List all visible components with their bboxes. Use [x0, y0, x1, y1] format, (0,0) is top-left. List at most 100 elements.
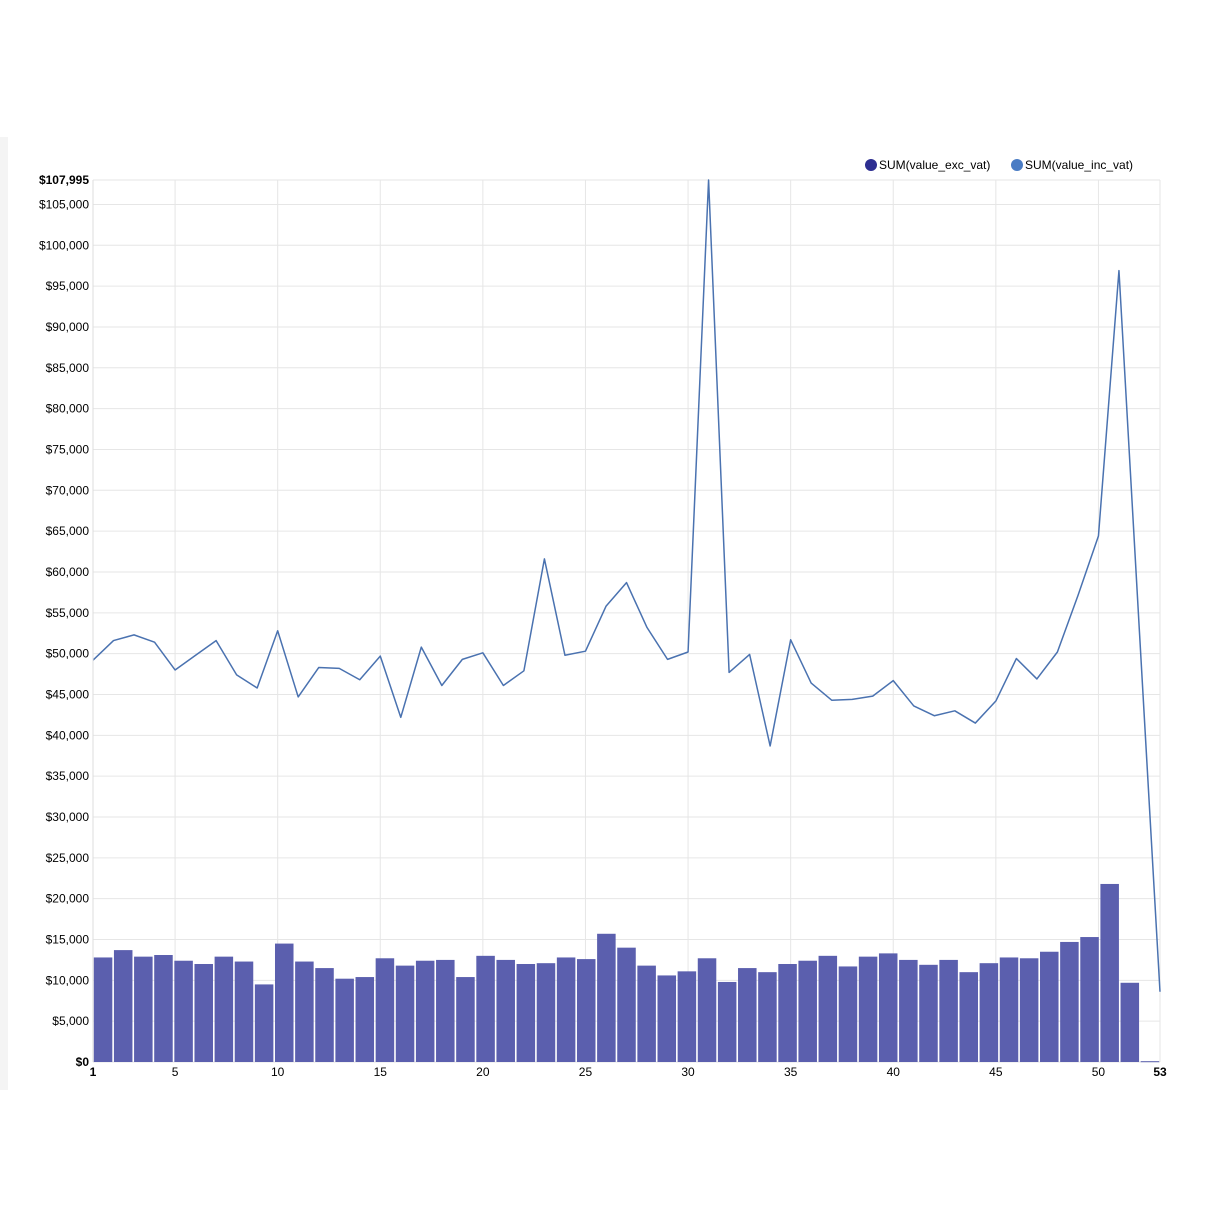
bar[interactable] [1140, 1061, 1160, 1063]
series-line[interactable] [92, 179, 1161, 992]
legend-label[interactable]: SUM(value_exc_vat) [879, 158, 990, 172]
line-point[interactable] [871, 694, 875, 698]
line-point[interactable] [501, 683, 505, 687]
bar[interactable] [717, 981, 737, 1062]
bar[interactable] [838, 966, 858, 1062]
line-point[interactable] [973, 721, 977, 725]
bar[interactable] [617, 947, 636, 1062]
line-point[interactable] [481, 651, 485, 655]
line-point[interactable] [214, 639, 218, 643]
legend-item-inc-vat[interactable]: SUM(value_inc_vat) [1011, 158, 1133, 172]
line-point[interactable] [830, 698, 834, 702]
bar[interactable] [536, 963, 556, 1062]
bar[interactable] [597, 933, 616, 1062]
line-point[interactable] [1076, 594, 1080, 598]
bar[interactable] [919, 964, 938, 1062]
line-point[interactable] [358, 678, 362, 682]
line-point[interactable] [153, 640, 157, 644]
bar[interactable] [113, 950, 133, 1062]
bar[interactable] [778, 963, 797, 1062]
bar[interactable] [1060, 941, 1079, 1062]
bar[interactable] [496, 959, 515, 1062]
bar[interactable] [476, 955, 495, 1062]
line-point[interactable] [583, 649, 587, 653]
bar[interactable] [295, 961, 314, 1062]
line-point[interactable] [1117, 269, 1121, 273]
line-point[interactable] [399, 715, 403, 719]
line-point[interactable] [850, 697, 854, 701]
bar[interactable] [1120, 982, 1140, 1062]
bar[interactable] [858, 956, 878, 1062]
line-point[interactable] [666, 657, 670, 661]
line-point[interactable] [522, 669, 526, 673]
bar[interactable] [1040, 951, 1059, 1062]
bar[interactable] [878, 953, 898, 1062]
bar[interactable] [939, 959, 958, 1062]
bar[interactable] [335, 978, 354, 1062]
line-point[interactable] [809, 681, 813, 685]
bar[interactable] [93, 957, 113, 1062]
bar[interactable] [657, 975, 677, 1062]
legend-label[interactable]: SUM(value_inc_vat) [1025, 158, 1133, 172]
bar[interactable] [395, 965, 415, 1062]
bar[interactable] [1019, 958, 1039, 1062]
legend-marker[interactable] [1011, 159, 1023, 171]
line-point[interactable] [563, 653, 567, 657]
legend[interactable]: SUM(value_exc_vat) SUM(value_inc_vat) [865, 158, 1133, 172]
line-point[interactable] [1137, 630, 1141, 634]
line-point[interactable] [112, 639, 116, 643]
bar[interactable] [415, 960, 435, 1062]
line-point[interactable] [1035, 677, 1039, 681]
line-point[interactable] [686, 650, 690, 654]
bar[interactable] [174, 960, 193, 1062]
bar[interactable] [315, 968, 334, 1062]
line-point[interactable] [707, 178, 711, 182]
line-point[interactable] [1055, 650, 1059, 654]
line-point[interactable] [891, 679, 895, 683]
bar[interactable] [254, 984, 274, 1062]
line-point[interactable] [768, 744, 772, 748]
bar[interactable] [274, 943, 294, 1062]
line-point[interactable] [460, 657, 464, 661]
bar[interactable] [576, 959, 596, 1062]
line-point[interactable] [378, 654, 382, 658]
bar[interactable] [738, 968, 757, 1062]
bar[interactable] [355, 977, 375, 1062]
bar[interactable] [1100, 883, 1119, 1062]
bar[interactable] [194, 963, 213, 1062]
line-point[interactable] [440, 683, 444, 687]
bar[interactable] [214, 956, 234, 1062]
bar[interactable] [818, 955, 838, 1062]
line-point[interactable] [994, 699, 998, 703]
line-point[interactable] [317, 666, 321, 670]
bar[interactable] [516, 963, 536, 1062]
bar[interactable] [979, 963, 999, 1062]
bar[interactable] [134, 956, 153, 1062]
bar[interactable] [959, 972, 979, 1062]
line-point[interactable] [789, 638, 793, 642]
bar[interactable] [436, 959, 455, 1062]
line-point[interactable] [1096, 534, 1100, 538]
bar[interactable] [375, 958, 395, 1062]
bar[interactable] [234, 961, 254, 1062]
legend-item-exc-vat[interactable]: SUM(value_exc_vat) [865, 158, 990, 172]
line-point[interactable] [1014, 657, 1018, 661]
bar[interactable] [1080, 937, 1099, 1062]
bar[interactable] [798, 960, 817, 1062]
line-point[interactable] [337, 666, 341, 670]
line-point[interactable] [953, 709, 957, 713]
line-point[interactable] [645, 626, 649, 630]
line-point[interactable] [419, 645, 423, 649]
line-point[interactable] [255, 686, 259, 690]
line-point[interactable] [235, 673, 239, 677]
bar[interactable] [999, 957, 1019, 1062]
line-point[interactable] [604, 604, 608, 608]
bar[interactable] [758, 972, 777, 1062]
line-point[interactable] [542, 557, 546, 561]
legend-marker[interactable] [865, 159, 877, 171]
line-point[interactable] [912, 704, 916, 708]
line-point[interactable] [194, 653, 198, 657]
line-point[interactable] [727, 670, 731, 674]
bar[interactable] [456, 977, 475, 1062]
bar[interactable] [556, 957, 576, 1062]
